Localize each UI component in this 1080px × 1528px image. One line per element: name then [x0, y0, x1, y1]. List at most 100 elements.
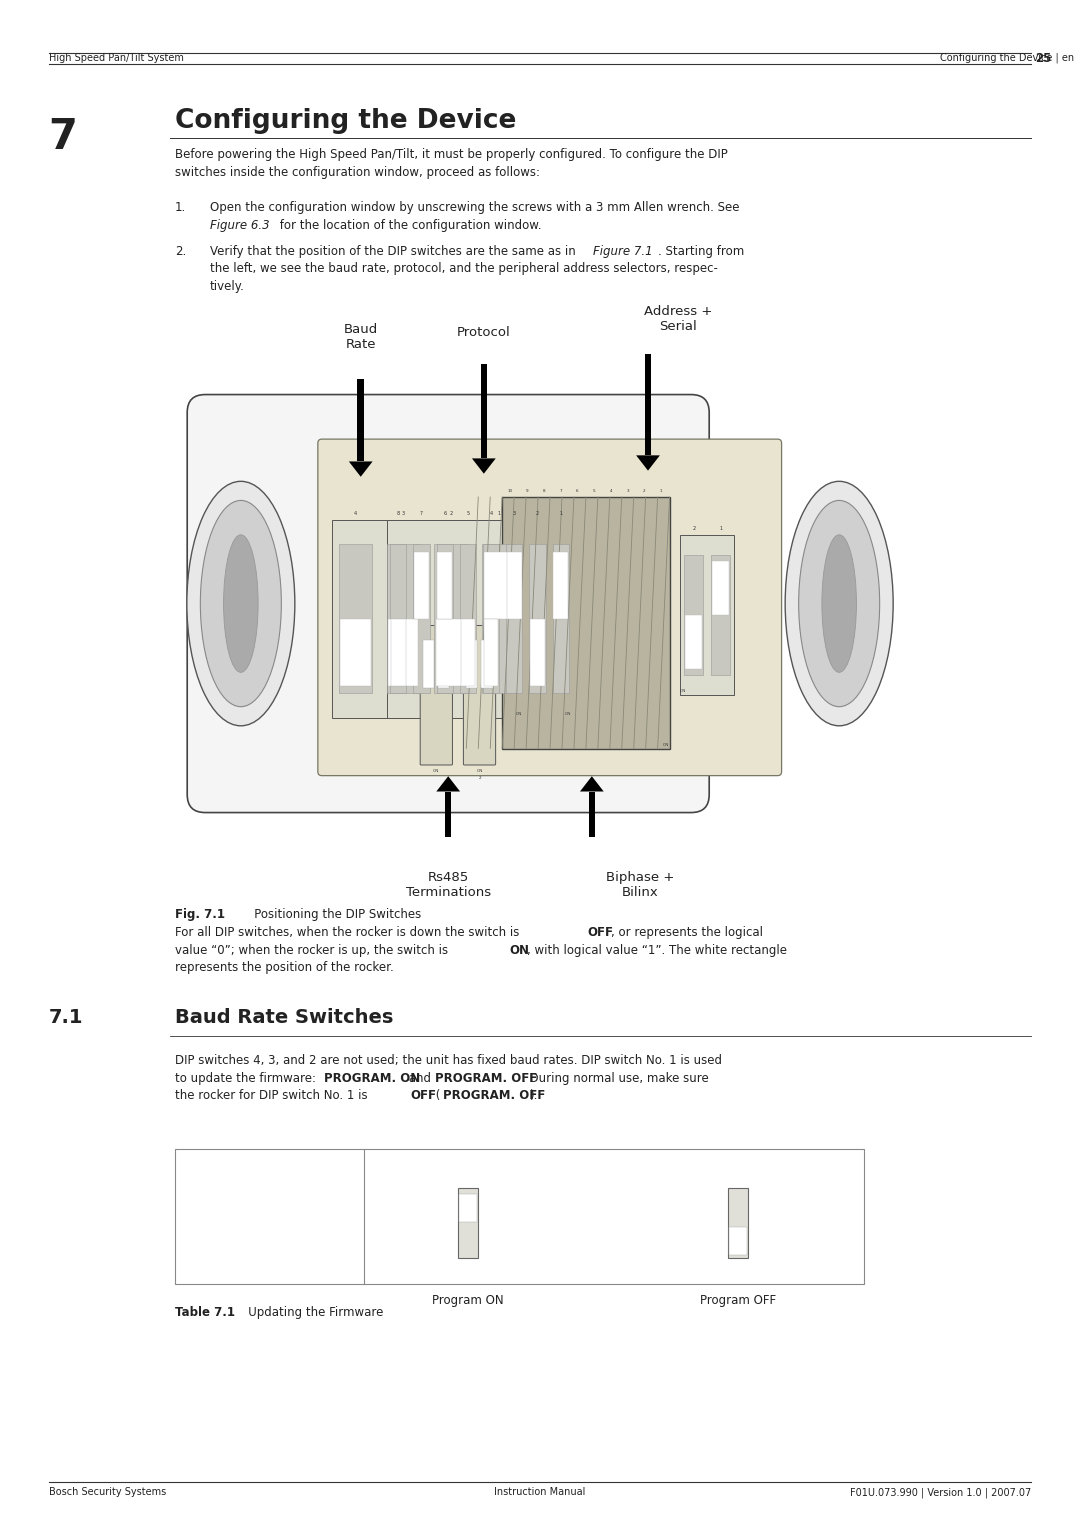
- Bar: [529, 544, 545, 694]
- Text: OFF: OFF: [588, 926, 613, 940]
- Bar: [437, 552, 453, 619]
- Text: Table 7.1: Table 7.1: [175, 1305, 235, 1319]
- Text: 2: 2: [692, 526, 696, 532]
- Bar: [483, 544, 499, 694]
- Bar: [553, 544, 569, 694]
- Text: Configuring the Device | en: Configuring the Device | en: [940, 53, 1074, 63]
- Bar: [465, 640, 477, 688]
- Text: 1: 1: [660, 489, 662, 494]
- Text: DIP-SWITCH 1: DIP-SWITCH 1: [183, 1157, 264, 1170]
- Text: PROGRAM. OFF: PROGRAM. OFF: [435, 1073, 538, 1085]
- Text: Bosch Security Systems: Bosch Security Systems: [49, 1487, 166, 1497]
- FancyBboxPatch shape: [318, 439, 782, 776]
- Text: 1.: 1.: [175, 200, 186, 214]
- Text: 1: 1: [559, 510, 563, 516]
- Ellipse shape: [822, 535, 856, 672]
- Text: ).: ).: [529, 1089, 538, 1103]
- Text: PROGRAM. ON: PROGRAM. ON: [324, 1073, 420, 1085]
- Ellipse shape: [201, 501, 282, 706]
- Bar: [713, 561, 729, 616]
- Bar: [422, 640, 434, 688]
- Text: Baud
Rate: Baud Rate: [343, 324, 378, 351]
- Text: 25: 25: [1035, 52, 1051, 64]
- Text: value “0”; when the rocker is up, the switch is: value “0”; when the rocker is up, the sw…: [175, 943, 451, 957]
- Text: 2: 2: [536, 510, 539, 516]
- Text: (: (: [432, 1089, 441, 1103]
- Bar: [530, 619, 545, 686]
- Text: ON: ON: [476, 769, 483, 773]
- Bar: [502, 497, 670, 749]
- Text: , or represents the logical: , or represents the logical: [611, 926, 764, 940]
- Text: Positioning the DIP Switches: Positioning the DIP Switches: [243, 908, 421, 921]
- Text: ON: ON: [662, 743, 669, 747]
- Text: Configuring the Device: Configuring the Device: [175, 108, 516, 134]
- Bar: [390, 544, 406, 694]
- Text: ON: ON: [433, 769, 440, 773]
- Text: 2: 2: [644, 489, 646, 494]
- Bar: [481, 640, 492, 688]
- Text: 6: 6: [577, 489, 579, 494]
- Bar: [680, 535, 734, 695]
- Bar: [459, 1189, 478, 1259]
- Bar: [686, 616, 702, 669]
- Bar: [553, 552, 568, 619]
- Text: ON: ON: [565, 712, 571, 717]
- Text: Updating the Firmware: Updating the Firmware: [237, 1305, 383, 1319]
- Text: 1: 1: [719, 526, 723, 532]
- Text: Figure 7.1: Figure 7.1: [593, 244, 652, 258]
- Text: 1: 1: [497, 510, 500, 516]
- Bar: [459, 1193, 477, 1222]
- Text: to update the firmware:: to update the firmware:: [175, 1073, 320, 1085]
- Bar: [387, 520, 572, 718]
- Bar: [445, 792, 451, 837]
- FancyBboxPatch shape: [420, 625, 453, 766]
- Text: for the location of the configuration window.: for the location of the configuration wi…: [276, 219, 542, 232]
- Text: OFF: OFF: [410, 1089, 436, 1103]
- Text: Verify that the position of the DIP switches are the same as in: Verify that the position of the DIP swit…: [210, 244, 579, 258]
- Polygon shape: [349, 461, 373, 477]
- Polygon shape: [636, 455, 660, 471]
- Bar: [436, 544, 453, 694]
- Polygon shape: [580, 776, 604, 792]
- Text: ON: ON: [515, 712, 522, 717]
- Bar: [388, 619, 418, 686]
- Bar: [482, 544, 515, 694]
- Text: 2: 2: [449, 510, 453, 516]
- Bar: [357, 379, 364, 461]
- Text: ON: ON: [510, 943, 530, 957]
- Text: Program ON: Program ON: [432, 1294, 504, 1306]
- Text: Instruction Manual: Instruction Manual: [495, 1487, 585, 1497]
- Text: High Speed Pan/Tilt System: High Speed Pan/Tilt System: [49, 53, 184, 63]
- Text: Before powering the High Speed Pan/Tilt, it must be properly configured. To conf: Before powering the High Speed Pan/Tilt,…: [175, 148, 728, 162]
- Ellipse shape: [785, 481, 893, 726]
- Bar: [712, 555, 730, 675]
- Text: 4: 4: [354, 510, 357, 516]
- Text: Protocol: Protocol: [457, 325, 511, 339]
- FancyBboxPatch shape: [463, 625, 496, 766]
- Text: 8: 8: [396, 510, 400, 516]
- Text: PROGRAM. OFF: PROGRAM. OFF: [443, 1089, 545, 1103]
- Bar: [391, 619, 406, 686]
- Text: 8: 8: [543, 489, 545, 494]
- Text: Open the configuration window by unscrewing the screws with a 3 mm Allen wrench.: Open the configuration window by unscrew…: [210, 200, 739, 214]
- Bar: [340, 619, 370, 686]
- Text: 3: 3: [402, 510, 405, 516]
- Polygon shape: [472, 458, 496, 474]
- Text: represents the position of the rocker.: represents the position of the rocker.: [175, 961, 394, 975]
- Text: switches inside the configuration window, proceed as follows:: switches inside the configuration window…: [175, 165, 540, 179]
- Bar: [414, 552, 429, 619]
- Text: Figure 6.3: Figure 6.3: [210, 219, 269, 232]
- Text: . During normal use, make sure: . During normal use, make sure: [522, 1073, 708, 1085]
- Text: (for updating the firmware): (for updating the firmware): [183, 1175, 345, 1189]
- Bar: [484, 619, 499, 686]
- Text: tively.: tively.: [210, 280, 244, 293]
- Text: ON: ON: [679, 689, 686, 694]
- Ellipse shape: [187, 481, 295, 726]
- Text: the rocker for DIP switch No. 1 is: the rocker for DIP switch No. 1 is: [175, 1089, 372, 1103]
- Bar: [436, 619, 467, 686]
- Text: F01U.073.990 | Version 1.0 | 2007.07: F01U.073.990 | Version 1.0 | 2007.07: [850, 1487, 1031, 1497]
- Text: , with logical value “1”. The white rectangle: , with logical value “1”. The white rect…: [527, 943, 787, 957]
- Text: 3: 3: [513, 510, 516, 516]
- Bar: [434, 544, 468, 694]
- Text: Program OFF: Program OFF: [700, 1294, 777, 1306]
